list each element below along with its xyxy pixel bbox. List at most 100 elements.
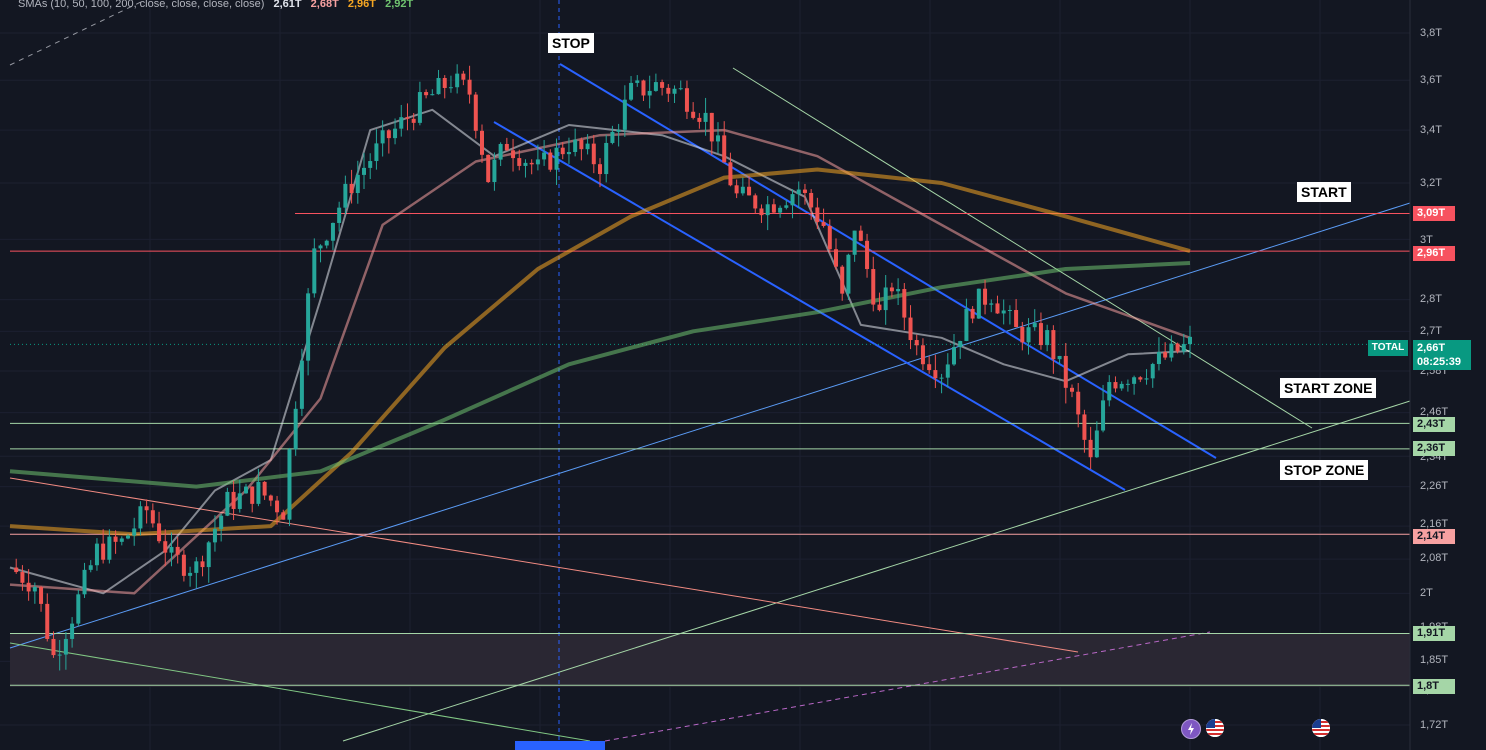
candle-body (386, 130, 391, 139)
candle-body (237, 493, 242, 509)
candle-body (809, 192, 814, 208)
candle-body (144, 506, 149, 511)
candle-body (1132, 377, 1137, 384)
candle-body (231, 491, 236, 509)
lightning-icon[interactable] (1181, 719, 1201, 739)
time-axis-marker[interactable] (515, 741, 605, 750)
candle-body (784, 205, 789, 208)
level-label-2-36[interactable]: 2,36T (1413, 441, 1455, 456)
candle-body (821, 222, 826, 226)
candle-body (244, 486, 248, 494)
candle-body (771, 204, 776, 213)
candle-body (840, 266, 845, 294)
candle-body (424, 92, 429, 96)
level-label-2-14[interactable]: 2,14T (1413, 529, 1455, 544)
level-label-1-8[interactable]: 1,8T (1413, 679, 1455, 694)
candle-body (858, 230, 863, 241)
current-price-box: 2,66T 08:25:39 (1413, 340, 1471, 370)
candle-body (1045, 330, 1050, 346)
candle-body (107, 536, 112, 560)
candle-body (57, 654, 62, 656)
axis-tick: 1,85T (1420, 654, 1449, 666)
stop-annotation[interactable]: STOP (548, 33, 594, 53)
candle-body (560, 147, 565, 155)
candle-body (542, 152, 547, 160)
candle-body (579, 139, 584, 150)
start-zone-annotation[interactable]: START ZONE (1280, 378, 1377, 398)
candle-body (32, 586, 37, 592)
candle-body (709, 112, 714, 142)
candle-body (1026, 327, 1031, 343)
candle-body (368, 161, 373, 168)
candle-body (206, 542, 211, 568)
candle-body (88, 565, 93, 570)
candle-body (964, 308, 969, 341)
candle-body (1038, 323, 1043, 346)
candle-body (529, 162, 534, 165)
resistance-trendline (9, 477, 1079, 653)
candle-body (200, 561, 205, 568)
axis-tick: 2,46T (1420, 406, 1449, 418)
candle-body (523, 162, 528, 166)
candle-body (455, 73, 460, 88)
level-label-2-96[interactable]: 2,96T (1413, 246, 1455, 261)
candle-body (622, 99, 627, 130)
candle-body (256, 481, 261, 504)
lower-trendline (9, 642, 591, 742)
candle-body (740, 186, 745, 194)
channel-upper (559, 63, 1217, 459)
candle-body (933, 370, 938, 379)
candle-body (82, 569, 87, 595)
axis-tick: 3,2T (1420, 177, 1443, 189)
candle-body (778, 207, 783, 213)
candle-body (877, 304, 882, 311)
candle-body (70, 623, 75, 639)
level-label-3-09[interactable]: 3,09T (1413, 206, 1455, 221)
candle-body (262, 481, 267, 496)
candle-body (517, 158, 522, 166)
candle-body (417, 92, 422, 123)
sma-line (9, 167, 1191, 537)
candle-body (473, 94, 478, 131)
candle-body (834, 249, 838, 267)
candle-body (647, 90, 652, 96)
candle-body (827, 225, 832, 250)
candle-body (765, 204, 770, 216)
indicator-legend[interactable]: SMAs (10, 50, 100, 200, close, close, cl… (18, 0, 419, 10)
candle-body (219, 515, 224, 529)
candle-body (976, 288, 981, 319)
candle-body (753, 195, 758, 209)
candle-body (268, 495, 273, 501)
horizontal-levels (10, 213, 1410, 686)
chart-grid (0, 0, 1410, 750)
us-flag-icon[interactable] (1206, 719, 1224, 737)
candle-body (374, 143, 379, 162)
candle-body (504, 143, 509, 151)
candle-body (163, 541, 168, 553)
stop-zone-annotation[interactable]: STOP ZONE (1280, 460, 1369, 480)
candle-body (287, 449, 292, 520)
trendlines (9, 0, 1411, 742)
candle-body (641, 80, 646, 96)
candle-body (157, 523, 162, 542)
candle-body (865, 240, 870, 270)
candle-body (703, 112, 708, 122)
start-annotation[interactable]: START (1297, 182, 1351, 202)
candle-body (76, 594, 81, 624)
candle-body (902, 289, 907, 318)
candle-body (399, 117, 404, 129)
dashed-trendline (9, 0, 146, 66)
projection-trendline (604, 631, 1211, 742)
level-label-2-43[interactable]: 2,43T (1413, 417, 1455, 432)
us-flag-icon[interactable] (1312, 719, 1330, 737)
candle-body (591, 143, 596, 165)
candle-body (430, 94, 435, 96)
candle-body (728, 162, 733, 186)
level-label-1-91[interactable]: 1,91T (1413, 626, 1455, 641)
candle-body (635, 80, 640, 83)
descending-trendline (732, 67, 1313, 429)
axis-tick: 2,7T (1420, 325, 1443, 337)
candle-body (26, 582, 31, 592)
candle-body (1163, 352, 1168, 358)
